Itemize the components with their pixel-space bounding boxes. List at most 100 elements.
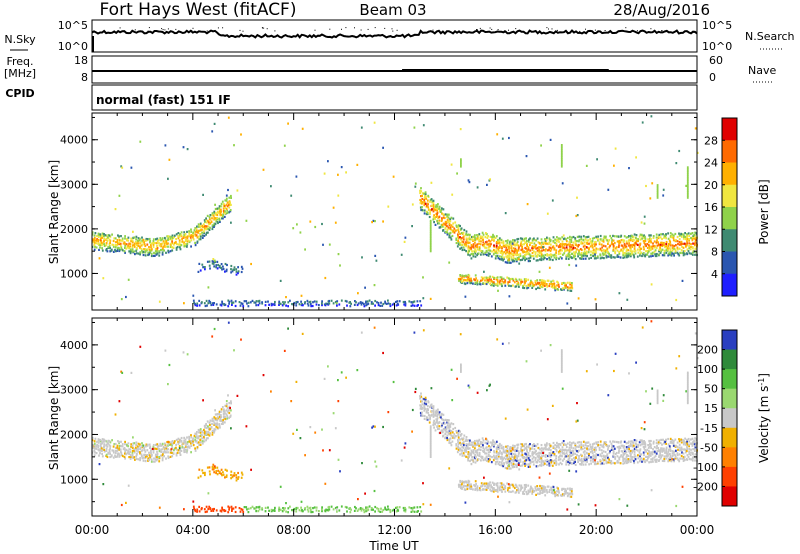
power-echo [569,289,572,292]
power-echo [201,234,204,237]
velocity-echo [213,431,215,434]
velocity-echo [662,438,664,441]
power-echo [540,258,543,262]
velocity-echo [468,453,471,456]
velocity-echo [448,428,451,431]
power-echo [674,232,677,236]
velocity-echo [442,418,445,421]
velocity-echo [586,441,589,444]
power-echo [225,207,228,210]
power-echo [228,196,231,199]
power-echo [686,235,688,239]
power-echo [207,286,210,289]
velocity-echo [637,457,640,460]
power-echo [128,250,131,253]
power-echo [467,275,470,278]
power-echo [506,241,509,244]
velocity-echo [577,460,579,464]
velocity-echo [569,444,571,447]
power-echo [474,255,477,258]
velocity-echo [552,492,555,495]
power-echo [631,243,634,247]
freq-panel-frame [91,55,698,84]
power-echo [209,301,211,304]
velocity-echo [345,506,348,509]
velocity-echo [531,447,533,450]
velocity-echo [466,483,469,487]
velocity-echo [155,443,157,446]
power-echo [542,283,545,286]
power-echo [533,284,536,287]
velocity-echo [199,443,202,446]
power-echo [647,241,650,244]
velocity-echo [695,437,698,440]
velocity-echo [639,455,641,458]
power-echo [474,252,477,255]
velocity-echo [559,443,561,446]
power-echo [396,302,399,305]
power-echo [539,258,541,261]
velocity-echo [208,421,211,424]
velocity-echo [462,444,465,447]
velocity-echo [653,450,656,453]
velocity-echo [221,508,224,511]
power-echo [639,249,641,252]
power-echo [203,226,206,229]
velocity-echo [465,443,468,446]
power-echo [510,253,513,256]
velocity-echo [609,461,612,464]
power-echo [456,245,459,248]
power-echo [580,248,583,252]
power-echo [591,237,594,240]
power-echo [222,265,224,268]
power-echo [258,302,261,305]
power-echo [632,238,635,242]
power-echo [492,281,495,284]
velocity-echo [431,413,433,416]
velocity-echo [452,435,454,438]
velocity-echo [177,440,180,443]
power-echo [607,188,610,191]
velocity-echo [156,452,159,455]
velocity-echo [508,490,510,493]
power-echo [459,236,461,239]
power-echo [449,226,452,229]
velocity-echo [659,450,662,453]
power-echo [301,302,303,306]
power-echo [183,302,185,305]
power-echo [649,237,651,240]
velocity-echo [568,459,571,462]
power-echo [686,169,689,172]
velocity-echo [465,450,467,453]
power-echo [560,145,563,148]
power-echo [614,252,617,255]
velocity-echo [490,448,492,451]
power-echo [629,249,632,252]
power-echo [652,254,654,257]
power-echo [598,243,601,246]
velocity-echo [685,449,688,453]
power-echo [167,238,169,242]
power-echo [336,304,338,307]
power-echo [442,222,445,225]
velocity-echo [540,457,543,460]
power-echo [498,237,501,240]
velocity-echo [101,448,104,451]
velocity-echo [201,437,203,440]
velocity-echo [622,446,625,449]
power-echo [647,250,650,253]
power-echo [522,285,524,288]
velocity-echo [438,427,440,430]
velocity-echo [139,451,141,454]
power-echo [493,238,495,241]
velocity-echo [623,440,626,443]
power-echo [441,218,443,221]
power-echo [685,252,688,255]
velocity-echo [493,483,495,486]
velocity-echo [432,415,435,418]
power-echo [535,287,537,291]
velocity-echo [455,435,457,438]
velocity-echo [514,455,516,458]
power-echo [650,241,652,244]
